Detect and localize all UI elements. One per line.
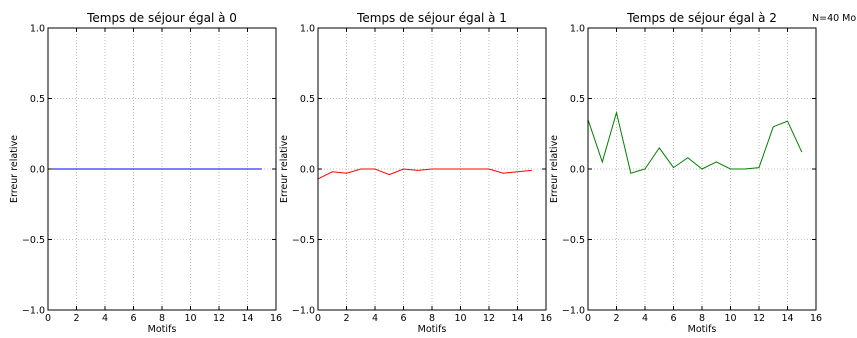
chart-title: Temps de séjour égal à 0 xyxy=(86,11,237,25)
x-tick-label: 6 xyxy=(670,313,676,324)
x-tick-label: 4 xyxy=(372,313,378,324)
x-tick-label: 4 xyxy=(642,313,648,324)
chart-title: Temps de séjour égal à 1 xyxy=(356,11,507,25)
y-tick-label: −0.5 xyxy=(292,235,315,246)
x-axis-label: Motifs xyxy=(688,324,717,333)
y-tick-label: −1.0 xyxy=(22,306,45,317)
y-tick-label: −1.0 xyxy=(292,306,315,317)
x-tick-label: 0 xyxy=(45,313,51,324)
x-tick-label: 8 xyxy=(159,313,165,324)
x-tick-label: 2 xyxy=(73,313,79,324)
x-tick-label: 6 xyxy=(130,313,136,324)
chart-panel-1: 0 2 4 6 8 10 12 14 16 −1.0 −0.5 0.0 0.5 1.0 Temps de s… xyxy=(9,11,282,335)
series-line-1 xyxy=(317,168,532,180)
x-tick-label: 12 xyxy=(753,313,765,324)
x-axis-label: Motifs xyxy=(418,324,447,333)
y-tick-label: 0.0 xyxy=(570,165,585,176)
y-tick-label: −1.0 xyxy=(562,306,585,317)
x-tick-label: 10 xyxy=(724,313,736,324)
chart-title: Temps de séjour égal à 2 xyxy=(626,11,777,25)
x-tick-label: 2 xyxy=(613,313,619,324)
y-axis-label: Erreur relative xyxy=(549,135,560,203)
x-tick-label: 16 xyxy=(540,313,552,324)
x-axis-label: Motifs xyxy=(148,324,177,333)
x-tick-label: 16 xyxy=(810,313,822,324)
y-tick-label: 0.5 xyxy=(570,94,585,105)
y-tick-label: 1.0 xyxy=(30,24,45,35)
annotation-note: N=40 Mo xyxy=(812,13,857,24)
series-line-1 xyxy=(587,110,803,174)
y-axis-label: Erreur relative xyxy=(279,135,290,203)
y-tick-label: −0.5 xyxy=(22,235,45,246)
x-tick-label: 10 xyxy=(454,313,466,324)
x-tick-label: 14 xyxy=(241,313,253,324)
x-tick-label: 8 xyxy=(699,313,705,324)
x-tick-label: 8 xyxy=(429,313,435,324)
x-tick-label: 2 xyxy=(343,313,349,324)
chart-panel-3: 0 2 4 6 8 10 12 14 16 −1.0 −0.5 0.0 0.5 1.0 Temps de s… xyxy=(549,11,822,335)
x-tick-label: 14 xyxy=(781,313,793,324)
x-tick-label: 14 xyxy=(511,313,523,324)
y-tick-label: 1.0 xyxy=(570,24,585,35)
x-tick-label: 12 xyxy=(483,313,495,324)
y-tick-label: 0.0 xyxy=(300,165,315,176)
x-tick-label: 12 xyxy=(213,313,225,324)
y-tick-label: 0.0 xyxy=(30,165,45,176)
y-tick-label: −0.5 xyxy=(562,235,585,246)
y-tick-label: 0.5 xyxy=(30,94,45,105)
chart-panel-2: 0 2 4 6 8 10 12 14 16 −1.0 −0.5 0.0 0.5 1.0 Temps de s… xyxy=(279,11,552,335)
x-tick-label: 0 xyxy=(585,313,591,324)
y-axis-label: Erreur relative xyxy=(9,135,20,203)
x-tick-label: 4 xyxy=(102,313,108,324)
x-tick-label: 6 xyxy=(400,313,406,324)
x-tick-label: 0 xyxy=(315,313,321,324)
y-tick-label: 0.5 xyxy=(300,94,315,105)
y-tick-label: 1.0 xyxy=(300,24,315,35)
x-tick-label: 10 xyxy=(184,313,196,324)
x-tick-label: 16 xyxy=(270,313,282,324)
